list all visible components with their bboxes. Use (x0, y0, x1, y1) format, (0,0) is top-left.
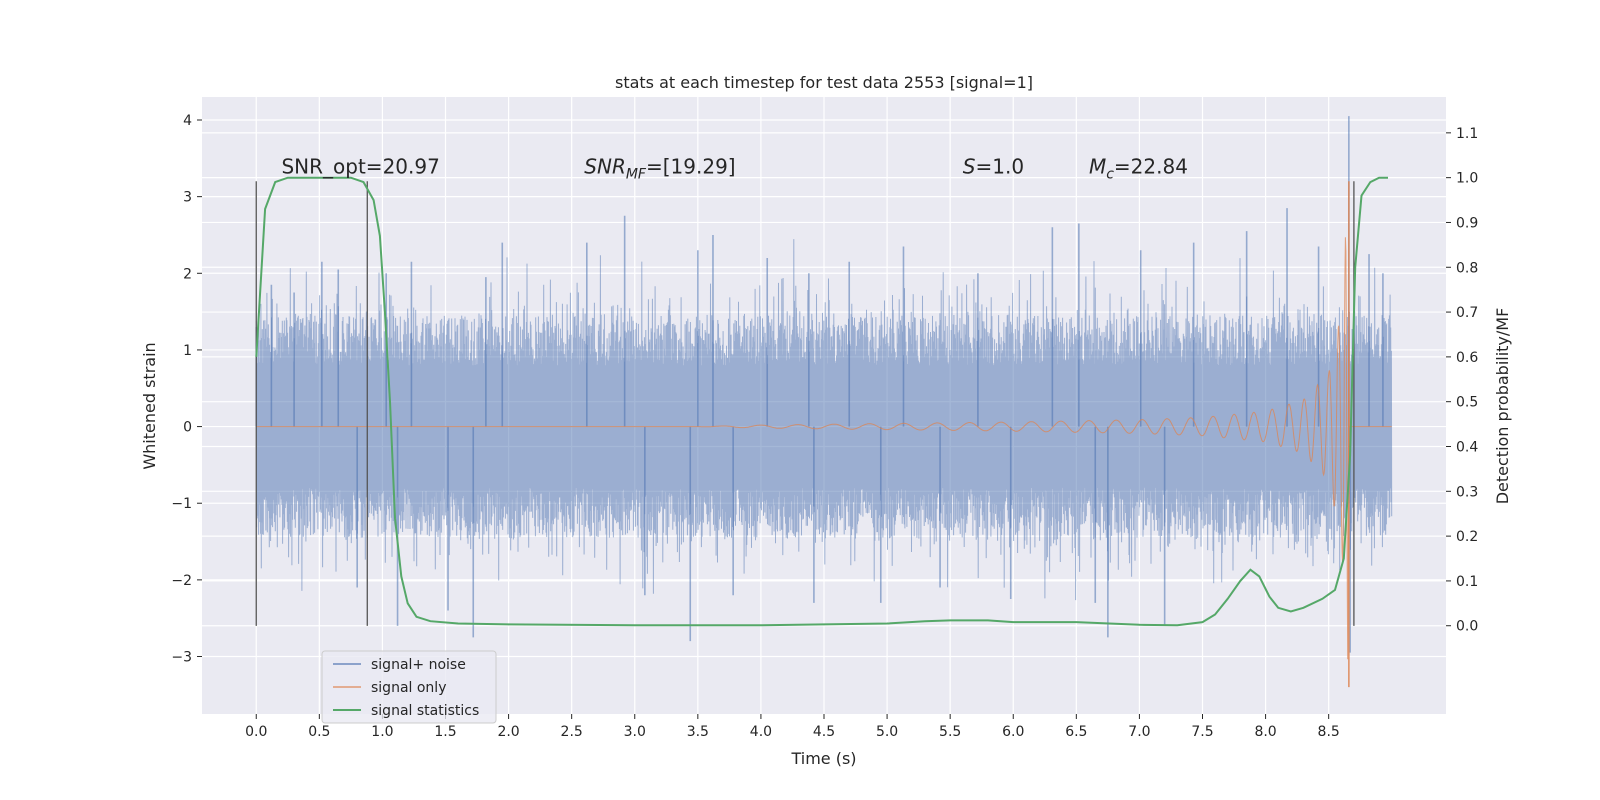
signal-only-series (256, 181, 1392, 688)
y-tick-label: 4 (183, 113, 192, 129)
y-right-tick-label: 0.1 (1456, 574, 1478, 590)
y-tick-label: −1 (171, 496, 192, 512)
x-tick-label: 7.5 (1191, 724, 1213, 740)
chart-title: stats at each timestep for test data 255… (615, 73, 1033, 92)
y-right-tick-label: 0.5 (1456, 395, 1478, 411)
annotation-2: S=1.0 (963, 155, 1024, 179)
legend-label-signal-statistics: signal statistics (371, 703, 479, 719)
x-tick-label: 2.0 (497, 724, 519, 740)
annotation-suffix: =1.0 (975, 155, 1024, 179)
annotation-suffix: =22.84 (1114, 155, 1188, 179)
x-tick-label: 4.0 (750, 724, 772, 740)
x-tick-label: 1.5 (434, 724, 456, 740)
annotations: SNR_opt=20.97 SNRMF=[19.29] S=1.0 Mc=22.84 (281, 155, 1187, 183)
annotation-0: SNR_opt=20.97 (281, 155, 439, 179)
x-tick-label: 1.0 (371, 724, 393, 740)
y-tick-label: −3 (171, 650, 192, 666)
legend-box (321, 650, 497, 724)
annotation-main: M (1089, 155, 1106, 179)
y-right-tick-label: 0.9 (1456, 215, 1478, 231)
x-tick-label: 8.5 (1318, 724, 1340, 740)
x-tick-label: 8.0 (1254, 724, 1276, 740)
x-tick-label: 0.0 (245, 724, 267, 740)
x-tick-label: 6.5 (1065, 724, 1087, 740)
x-tick-label: 5.0 (876, 724, 898, 740)
y-tick-label: 3 (183, 190, 192, 206)
y-right-tick-label: 0.7 (1456, 305, 1478, 321)
x-tick-label: 2.5 (561, 724, 583, 740)
y-tick-label: 0 (183, 420, 192, 436)
annotation-main: S (963, 155, 976, 179)
signal-noise-trace (255, 239, 1393, 601)
annotation-subscript: c (1106, 167, 1114, 183)
y-right-tick-label: 0.3 (1456, 484, 1478, 500)
annotation-1: SNRMF=[19.29] (584, 155, 735, 183)
y-right-tick-label: 0.4 (1456, 439, 1478, 455)
x-tick-label: 5.5 (939, 724, 961, 740)
y-right-tick-label: 0.2 (1456, 529, 1478, 545)
legend: signal+ noise signal only signal statist… (321, 650, 497, 724)
signal-noise-series (255, 116, 1393, 653)
x-tick-label: 0.5 (308, 724, 330, 740)
x-tick-label: 4.5 (813, 724, 835, 740)
x-tick-label: 3.5 (687, 724, 709, 740)
axes: 0.0 0.5 1.0 1.5 2.0 2.5 3.0 3.5 4.0 4.5 5.0 5.5 6.0 6… (171, 113, 1478, 740)
y-axis-right-label: Detection probability/MF (1493, 308, 1512, 505)
annotation-3: Mc=22.84 (1089, 155, 1188, 183)
y-right-tick-label: 1.0 (1456, 171, 1478, 187)
y-axis-label: Whitened strain (140, 342, 159, 469)
x-tick-label: 7.0 (1128, 724, 1150, 740)
vertical-markers (255, 181, 1355, 626)
signal-statistics-line (255, 176, 1388, 627)
annotation-subscript: MF (626, 167, 647, 183)
x-tick-label: 3.0 (624, 724, 646, 740)
x-axis-label: Time (s) (790, 749, 856, 768)
legend-label-signal-only: signal only (371, 680, 446, 696)
y-tick-label: −2 (171, 573, 192, 589)
legend-label-signal-noise: signal+ noise (371, 657, 466, 673)
signal-statistics-series (255, 176, 1388, 627)
signal-only-trace (256, 237, 1392, 660)
annotation-main: SNR (584, 155, 626, 179)
annotation-suffix: =[19.29] (646, 155, 736, 179)
annotation-main: SNR_opt=20.97 (281, 155, 439, 179)
y-tick-label: 2 (183, 266, 192, 282)
y-right-tick-label: 0.0 (1456, 619, 1478, 635)
y-right-tick-label: 0.8 (1456, 260, 1478, 276)
x-tick-label: 6.0 (1002, 724, 1024, 740)
y-right-tick-label: 0.6 (1456, 350, 1478, 366)
y-right-tick-label: 1.1 (1456, 126, 1478, 142)
y-tick-label: 1 (183, 343, 192, 359)
